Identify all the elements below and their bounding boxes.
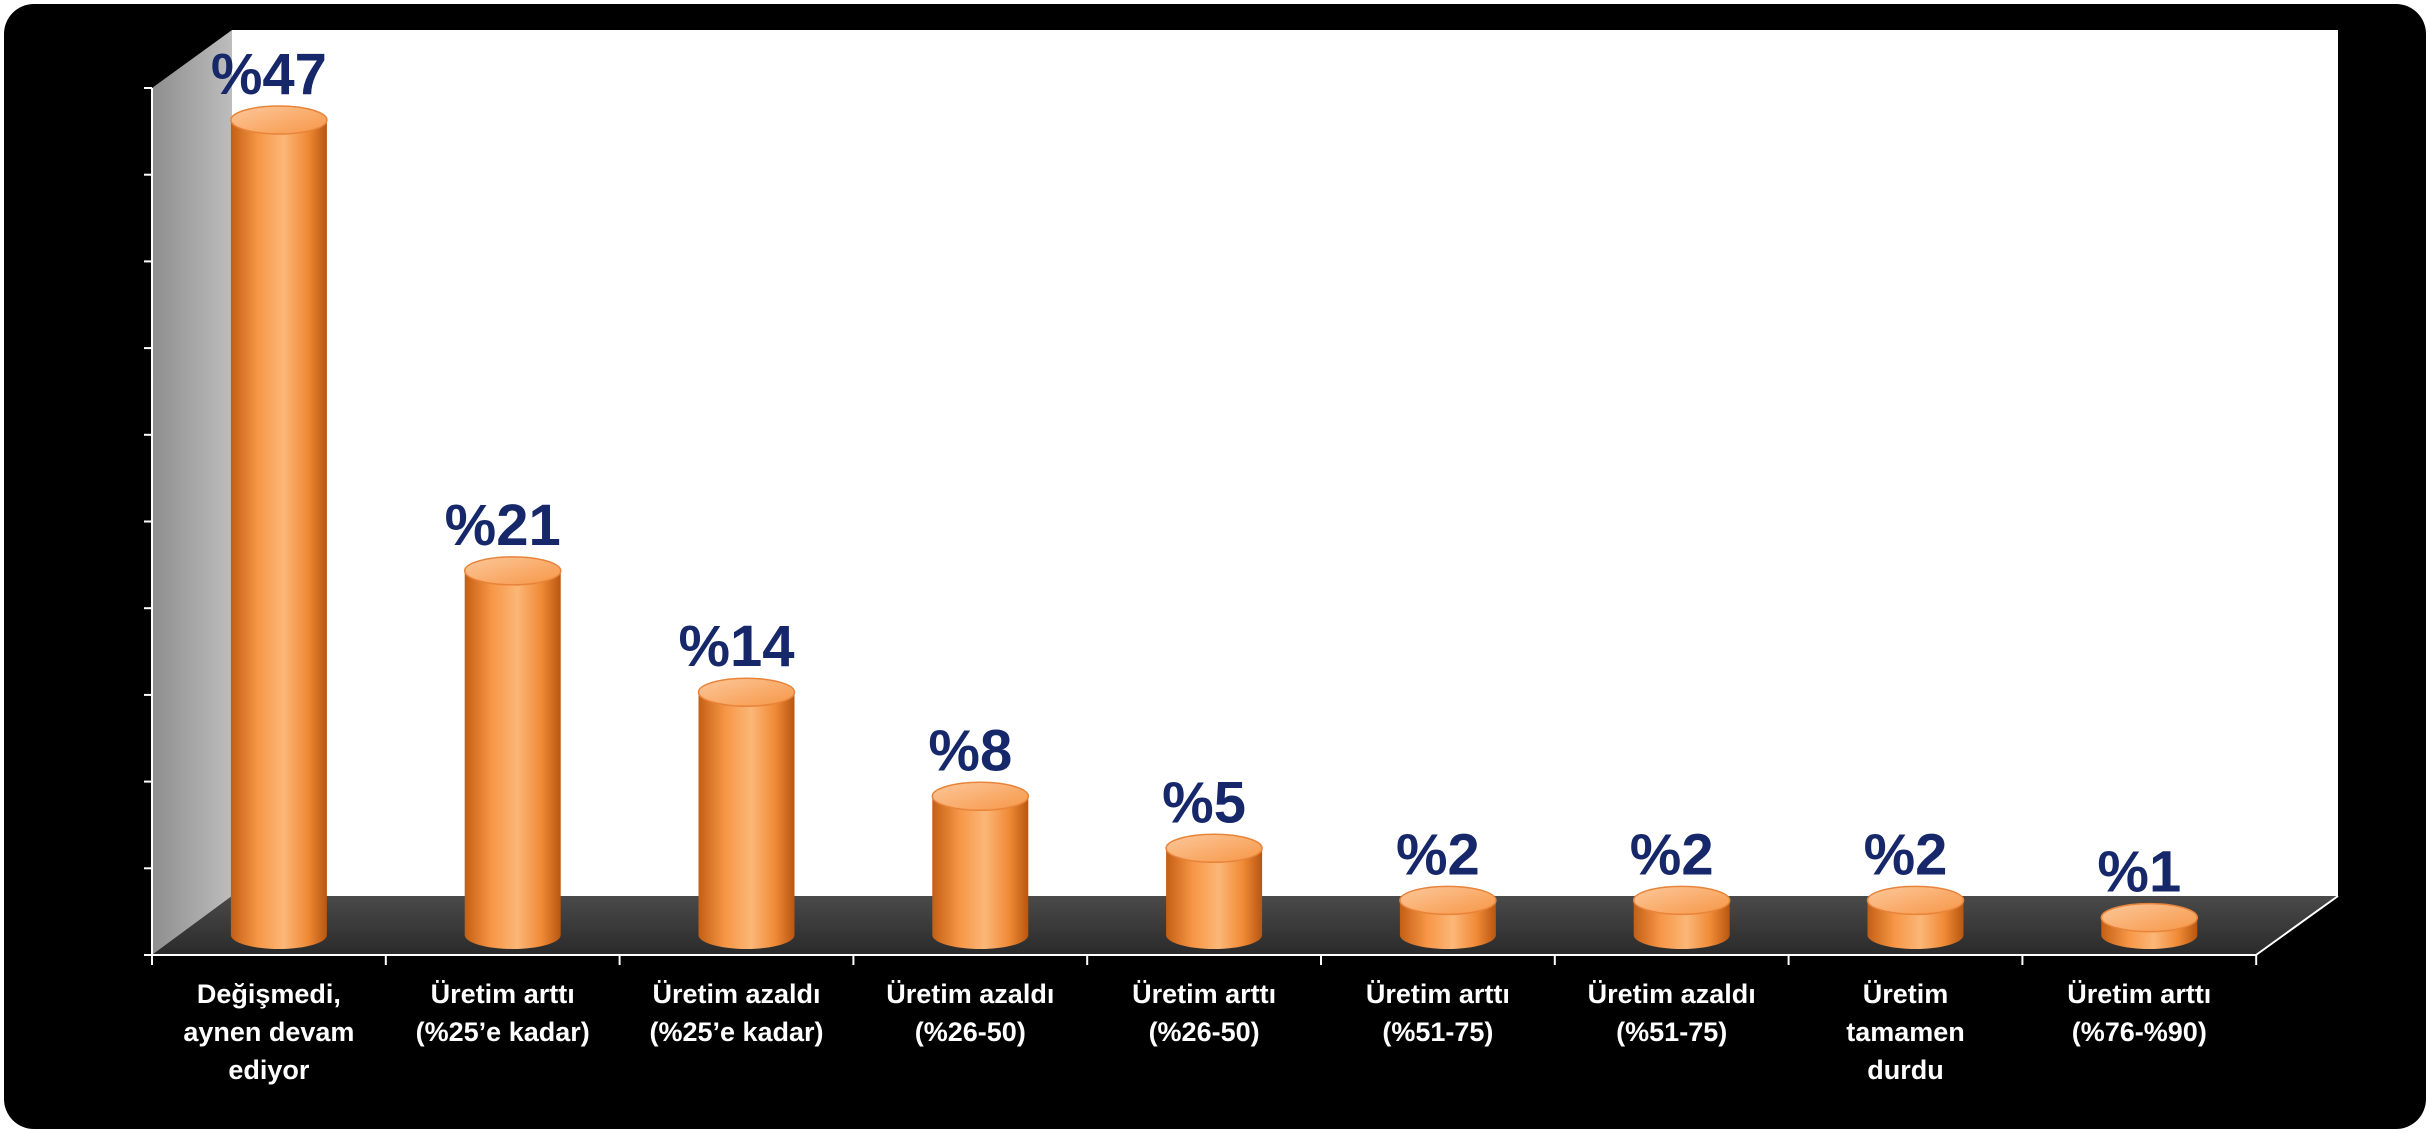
bar xyxy=(931,781,1030,950)
category-label-line: Üretim azaldı xyxy=(652,979,820,1009)
bar-body xyxy=(464,570,561,950)
bar xyxy=(1866,885,1965,950)
y-tick-label: 50 xyxy=(105,75,132,102)
bar-body xyxy=(698,692,795,950)
category-label-line: (%25’e kadar) xyxy=(649,1017,823,1047)
bar-cap xyxy=(1632,885,1731,916)
data-label: %14 xyxy=(678,614,794,679)
bar xyxy=(463,556,562,950)
category-label-line: tamamen xyxy=(1846,1017,1965,1047)
bar xyxy=(697,677,796,950)
y-tick-label: 20 xyxy=(105,595,132,622)
bar-cap xyxy=(1399,885,1497,916)
data-label: %2 xyxy=(1630,822,1714,887)
y-tick-label: 40 xyxy=(105,248,132,275)
bar-series xyxy=(230,105,2199,950)
category-label-line: (%51-75) xyxy=(1616,1017,1727,1047)
category-label: Üretim azaldı (%51-75) xyxy=(1588,979,1756,1047)
data-label: %1 xyxy=(2097,840,2181,905)
bar-cap xyxy=(230,105,328,135)
bar-body xyxy=(230,120,327,950)
bar xyxy=(230,105,328,950)
category-label-line: (%51-75) xyxy=(1382,1017,1493,1047)
data-label: %2 xyxy=(1396,822,1480,887)
category-labels: Değişmedi, aynen devam ediyor Üretim arttı (… xyxy=(183,979,2211,1085)
category-label: Üretim arttı (%26-50) xyxy=(1132,979,1276,1047)
category-label-line: (%26-50) xyxy=(915,1017,1026,1047)
category-label: Üretim arttı (%76-%90) xyxy=(2067,979,2211,1047)
data-label: %21 xyxy=(445,493,561,558)
y-axis-ticks: 0 5 10 15 20 25 30 35 40 45 50 xyxy=(105,75,152,969)
category-label-line: Üretim arttı xyxy=(2067,979,2211,1009)
bar-body xyxy=(1166,848,1263,950)
y-tick-label: 10 xyxy=(105,769,132,796)
plot-side-wall xyxy=(152,30,232,955)
category-label-line: Üretim azaldı xyxy=(886,979,1054,1009)
bar xyxy=(1165,833,1263,950)
category-label-line: Üretim arttı xyxy=(1366,979,1510,1009)
bar-body xyxy=(932,796,1029,950)
category-label-line: Üretim azaldı xyxy=(1588,979,1756,1009)
bar-cap xyxy=(931,781,1030,812)
category-label-line: (%76-%90) xyxy=(2072,1017,2207,1047)
y-tick-label: 15 xyxy=(105,682,132,709)
category-label: Değişmedi, aynen devam ediyor xyxy=(183,979,354,1085)
floor-edge-line xyxy=(2255,895,2339,956)
category-label-line: Değişmedi, xyxy=(197,979,341,1009)
bar xyxy=(2100,902,2199,950)
category-label-line: (%26-50) xyxy=(1149,1017,1260,1047)
category-label: Üretim arttı (%51-75) xyxy=(1366,979,1510,1047)
category-label-line: Üretim arttı xyxy=(1132,979,1276,1009)
y-tick-label: 25 xyxy=(105,509,132,536)
x-axis-ticks xyxy=(151,955,2258,965)
category-label: Üretim azaldı (%25’e kadar) xyxy=(649,979,823,1047)
data-label: %5 xyxy=(1162,770,1246,835)
category-label: Üretim tamamen durdu xyxy=(1846,979,1965,1085)
category-label: Üretim azaldı (%26-50) xyxy=(886,979,1054,1047)
y-tick-label: 5 xyxy=(119,855,132,882)
y-tick-label: 0 xyxy=(119,942,132,969)
data-label: %2 xyxy=(1864,822,1948,887)
category-label-line: Üretim xyxy=(1863,979,1949,1009)
y-tick-label: 30 xyxy=(105,422,132,449)
bar xyxy=(1399,885,1497,950)
category-label-line: (%25’e kadar) xyxy=(416,1017,590,1047)
category-label-line: aynen devam xyxy=(183,1017,354,1047)
category-label: Üretim arttı (%25’e kadar) xyxy=(416,979,590,1047)
category-label-line: durdu xyxy=(1867,1055,1943,1085)
data-label: %8 xyxy=(928,718,1012,783)
bar xyxy=(1632,885,1731,950)
bar-cap xyxy=(697,677,796,707)
data-label: %47 xyxy=(211,42,327,107)
bar-cap xyxy=(463,556,562,586)
bar-cap xyxy=(1866,885,1965,916)
bar-cap xyxy=(2100,902,2199,933)
data-labels: %47 %21 %14 %8 %5 %2 %2 %2 %1 xyxy=(211,42,2181,905)
y-tick-label: 45 xyxy=(105,162,132,189)
category-label-line: Üretim arttı xyxy=(431,979,575,1009)
category-label-line: ediyor xyxy=(228,1055,310,1085)
y-tick-label: 35 xyxy=(105,335,132,362)
bar-cap xyxy=(1165,833,1263,864)
